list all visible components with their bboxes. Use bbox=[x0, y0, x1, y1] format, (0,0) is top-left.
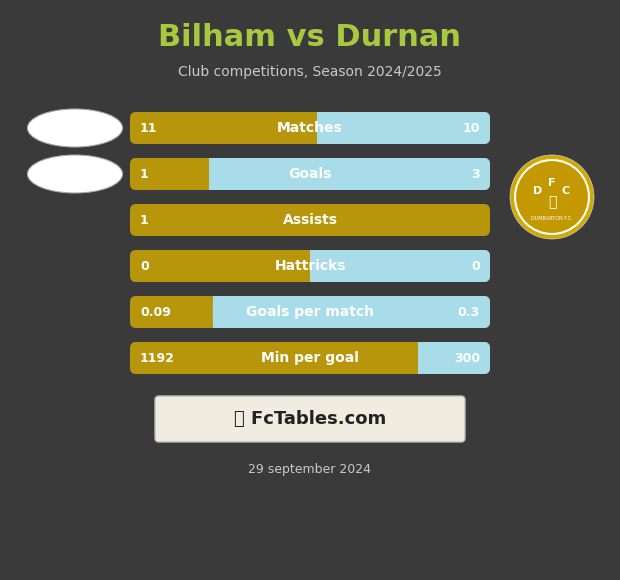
Text: Matches: Matches bbox=[277, 121, 343, 135]
Text: Bilham vs Durnan: Bilham vs Durnan bbox=[159, 24, 461, 53]
Text: 0.3: 0.3 bbox=[458, 306, 480, 318]
Text: Hattricks: Hattricks bbox=[274, 259, 346, 273]
FancyBboxPatch shape bbox=[213, 296, 490, 328]
Text: 29 september 2024: 29 september 2024 bbox=[249, 463, 371, 477]
Text: 3: 3 bbox=[471, 168, 480, 180]
FancyBboxPatch shape bbox=[310, 250, 490, 282]
FancyBboxPatch shape bbox=[209, 158, 490, 190]
Text: 0.09: 0.09 bbox=[140, 306, 171, 318]
Text: Assists: Assists bbox=[283, 213, 337, 227]
FancyBboxPatch shape bbox=[209, 158, 221, 190]
Text: 1: 1 bbox=[140, 213, 149, 227]
FancyBboxPatch shape bbox=[155, 396, 465, 442]
Text: 1: 1 bbox=[140, 168, 149, 180]
FancyBboxPatch shape bbox=[418, 342, 430, 374]
Text: 300: 300 bbox=[454, 351, 480, 364]
Text: Club competitions, Season 2024/2025: Club competitions, Season 2024/2025 bbox=[178, 65, 442, 79]
Text: 0: 0 bbox=[140, 259, 149, 273]
FancyBboxPatch shape bbox=[130, 296, 490, 328]
Text: 1192: 1192 bbox=[140, 351, 175, 364]
Text: DUMBARTON F.C.: DUMBARTON F.C. bbox=[531, 216, 573, 222]
Circle shape bbox=[510, 155, 594, 239]
Text: 0: 0 bbox=[471, 259, 480, 273]
Text: C: C bbox=[562, 186, 570, 196]
Text: 11: 11 bbox=[140, 121, 157, 135]
FancyBboxPatch shape bbox=[418, 342, 490, 374]
FancyBboxPatch shape bbox=[130, 112, 490, 144]
FancyBboxPatch shape bbox=[310, 250, 322, 282]
Text: F: F bbox=[548, 178, 556, 188]
FancyBboxPatch shape bbox=[130, 204, 490, 236]
Ellipse shape bbox=[27, 109, 123, 147]
FancyBboxPatch shape bbox=[130, 250, 490, 282]
Text: 🐘: 🐘 bbox=[548, 195, 556, 209]
Ellipse shape bbox=[27, 155, 123, 193]
Circle shape bbox=[515, 160, 589, 234]
Text: Min per goal: Min per goal bbox=[261, 351, 359, 365]
FancyBboxPatch shape bbox=[130, 342, 490, 374]
Text: 📈 FcTables.com: 📈 FcTables.com bbox=[234, 410, 386, 428]
Text: D: D bbox=[533, 186, 542, 196]
FancyBboxPatch shape bbox=[317, 112, 490, 144]
Text: Goals: Goals bbox=[288, 167, 332, 181]
Text: 10: 10 bbox=[463, 121, 480, 135]
Text: Goals per match: Goals per match bbox=[246, 305, 374, 319]
FancyBboxPatch shape bbox=[130, 158, 490, 190]
FancyBboxPatch shape bbox=[317, 112, 329, 144]
FancyBboxPatch shape bbox=[213, 296, 225, 328]
